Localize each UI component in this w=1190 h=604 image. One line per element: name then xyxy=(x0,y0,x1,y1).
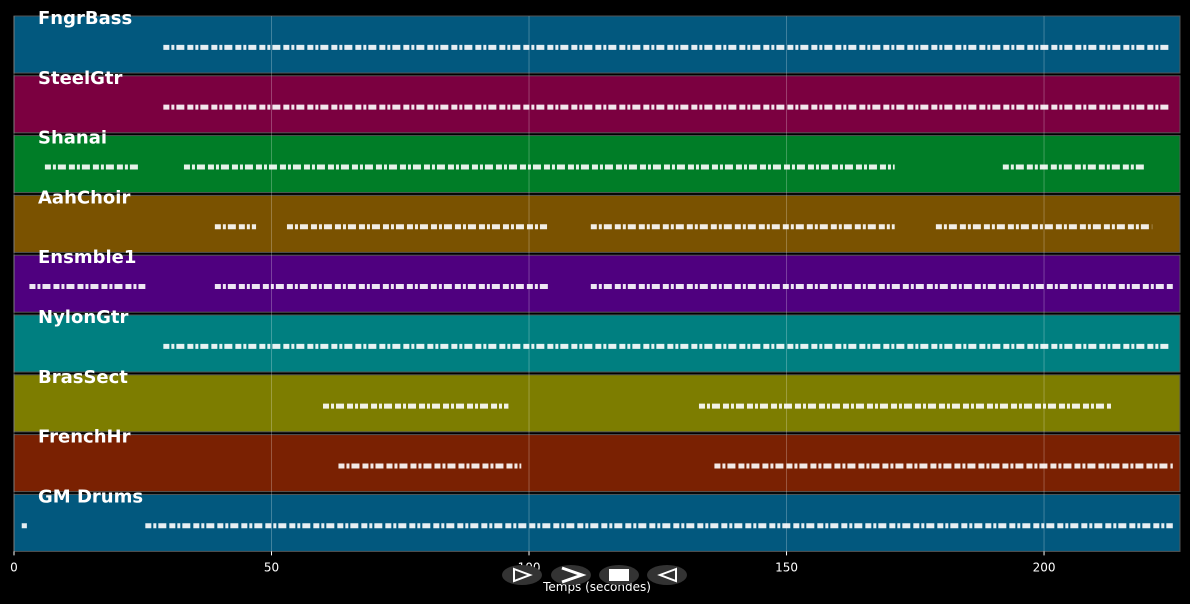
track-label: BrasSect xyxy=(38,367,128,388)
track-band xyxy=(13,314,1181,373)
track-band xyxy=(13,374,1181,433)
rewind-button[interactable] xyxy=(647,565,687,585)
forward-button[interactable] xyxy=(551,565,591,585)
track-band xyxy=(13,15,1181,74)
plot: FngrBass SteelGtr Shanai AahChoir Ensmble1 Ny… xyxy=(10,8,1181,574)
x-tick-label: 200 xyxy=(1033,560,1056,574)
track-band xyxy=(13,194,1181,253)
track-label: NylonGtr xyxy=(38,307,129,328)
track-band xyxy=(13,493,1181,552)
play-button[interactable] xyxy=(502,565,542,585)
stop-button[interactable] xyxy=(599,565,639,585)
track-band xyxy=(13,75,1181,134)
track-band xyxy=(13,254,1181,313)
track-label: FrenchHr xyxy=(38,427,131,448)
track-band xyxy=(13,135,1181,194)
playback-controls xyxy=(502,565,687,585)
track-label: Ensmble1 xyxy=(38,247,136,268)
track-label: GM Drums xyxy=(38,486,143,507)
track-label: FngrBass xyxy=(38,8,132,29)
track-label: Shanai xyxy=(38,128,107,149)
x-tick-label: 150 xyxy=(775,560,798,574)
track-label: AahChoir xyxy=(38,187,130,208)
track-band xyxy=(13,434,1181,493)
x-tick-label: 50 xyxy=(264,560,279,574)
x-tick-label: 0 xyxy=(10,560,18,574)
track-label: SteelGtr xyxy=(38,68,123,89)
